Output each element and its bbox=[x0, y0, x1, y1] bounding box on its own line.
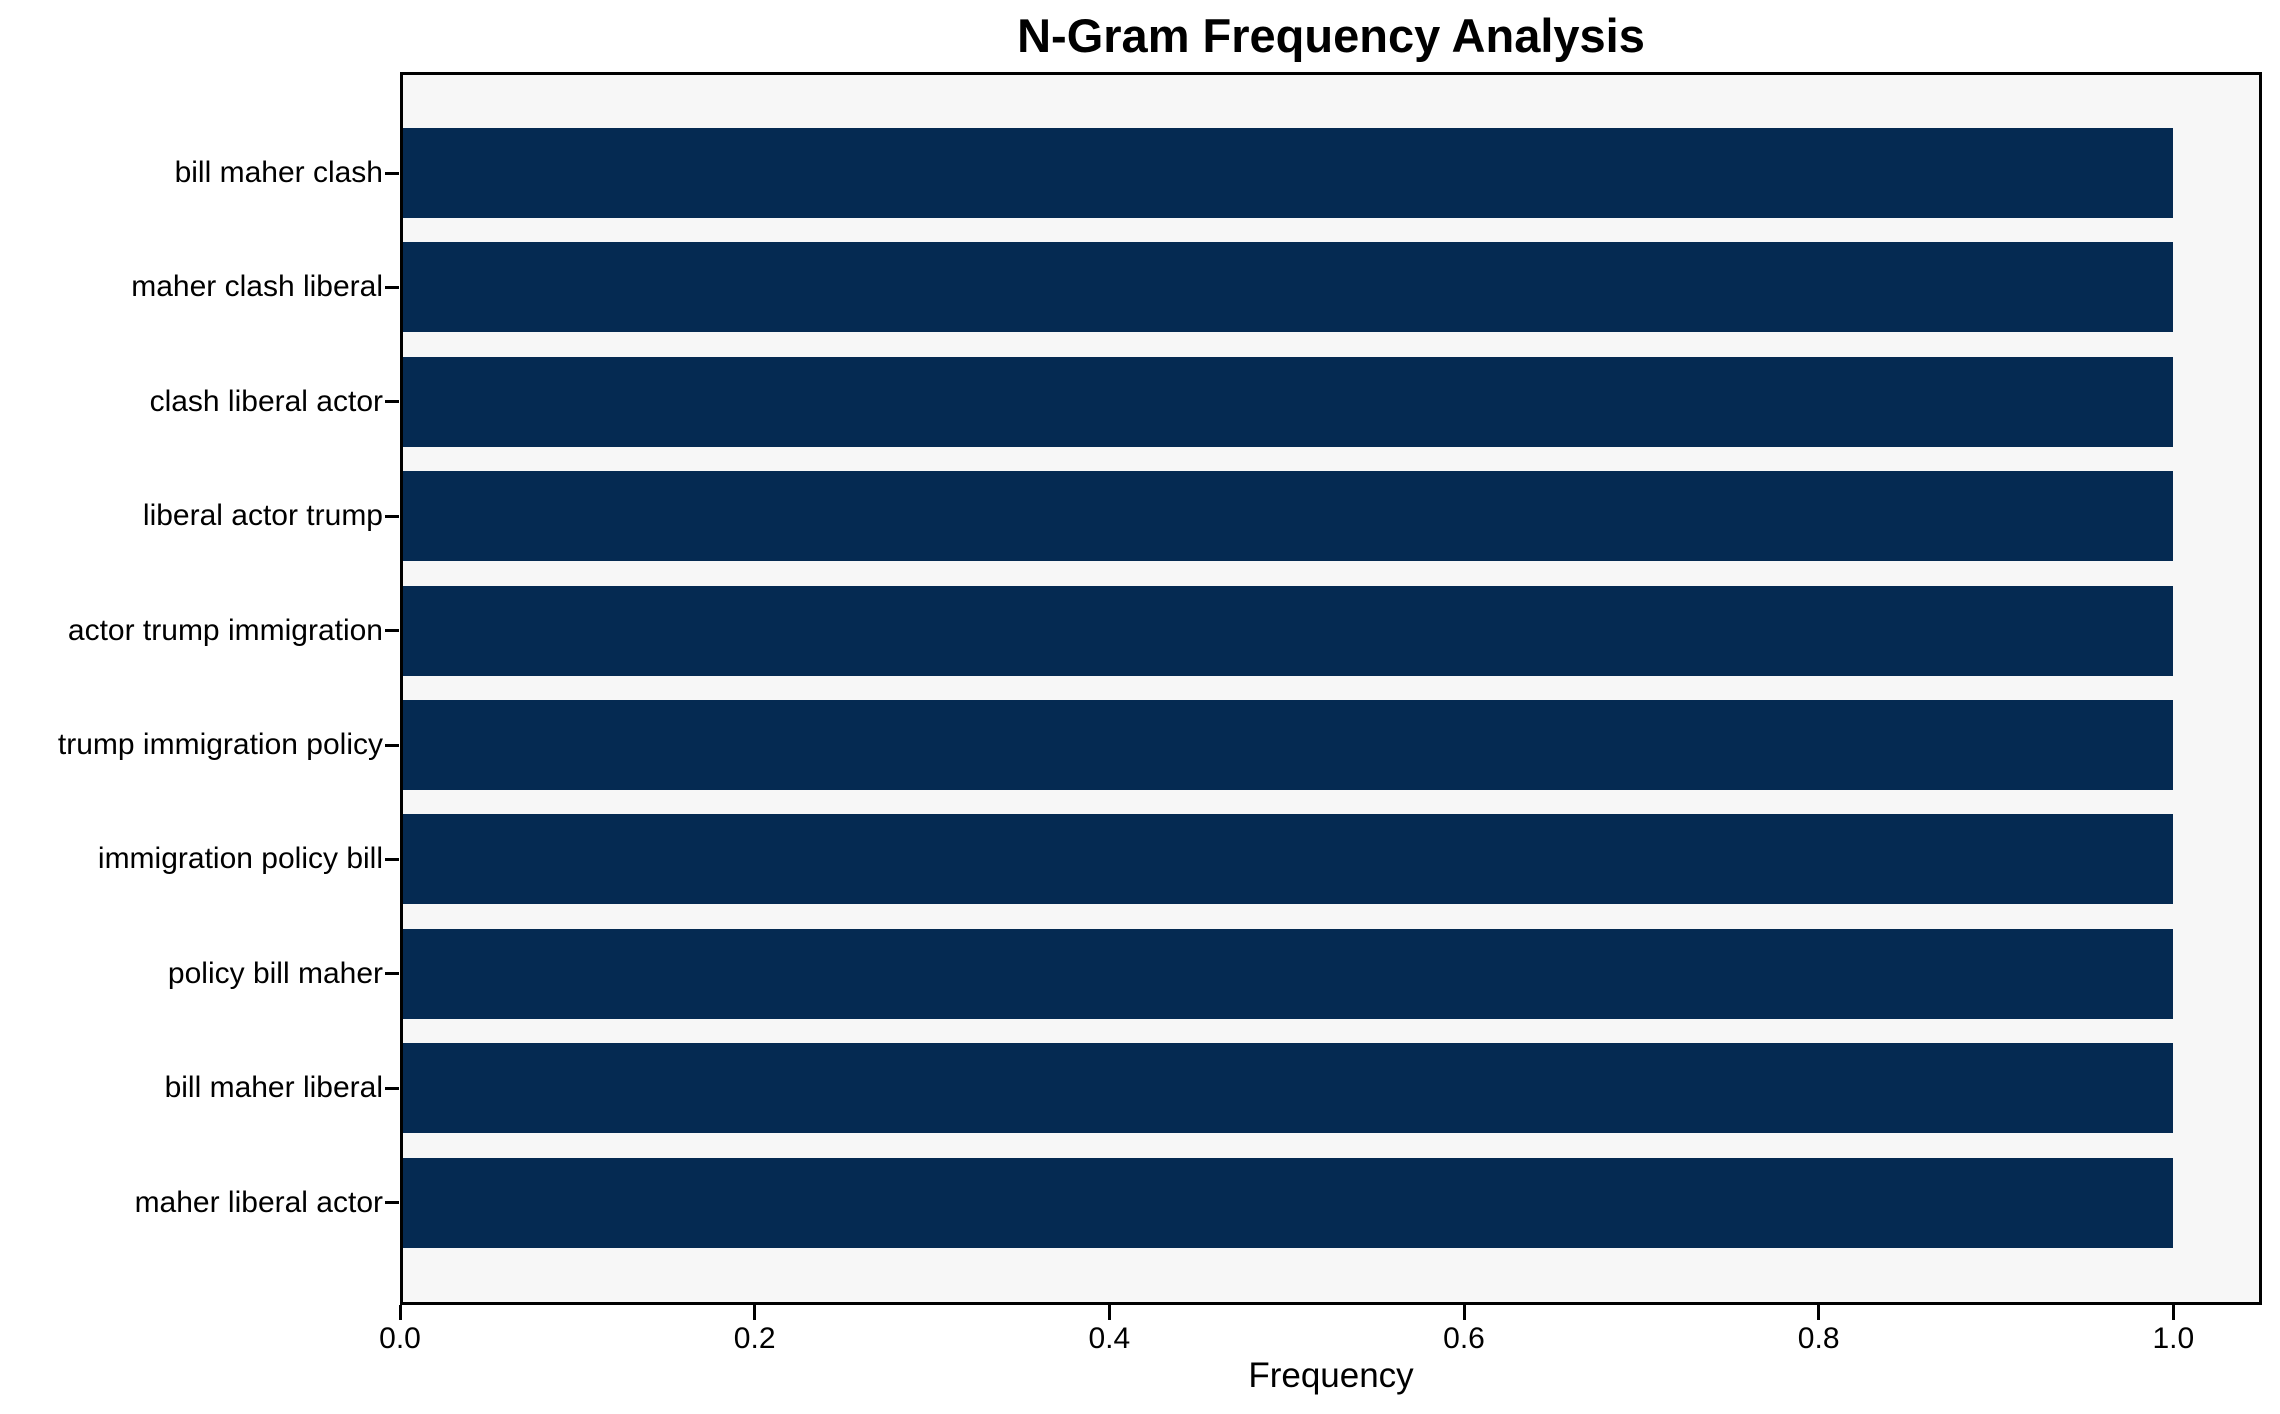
x-tick-label: 0.6 bbox=[1443, 1322, 1485, 1355]
bar bbox=[400, 356, 2173, 447]
x-tick-mark bbox=[1107, 1305, 1111, 1320]
y-tick-mark bbox=[385, 1201, 399, 1205]
bar bbox=[400, 1157, 2173, 1248]
y-axis-label: bill maher liberal bbox=[164, 1071, 383, 1105]
x-tick-label: 0.4 bbox=[1088, 1322, 1131, 1355]
x-tick-label: 0.8 bbox=[1797, 1322, 1840, 1355]
y-axis-label: maher clash liberal bbox=[131, 270, 383, 304]
y-tick-mark bbox=[385, 743, 399, 747]
y-axis-label: liberal actor trump bbox=[142, 499, 383, 533]
y-tick-mark bbox=[385, 514, 399, 518]
y-tick-mark bbox=[385, 629, 399, 633]
plot-area bbox=[400, 72, 2262, 1305]
y-axis-label: bill maher clash bbox=[174, 156, 383, 189]
x-tick-label: 1.0 bbox=[2152, 1322, 2195, 1355]
x-tick-mark bbox=[2171, 1305, 2175, 1320]
y-axis-label: maher liberal actor bbox=[134, 1185, 383, 1219]
x-tick-mark bbox=[398, 1305, 402, 1320]
bar bbox=[400, 242, 2173, 333]
x-tick-mark bbox=[753, 1305, 757, 1320]
y-tick-mark bbox=[385, 972, 399, 976]
chart-title: N-Gram Frequency Analysis bbox=[1017, 9, 1645, 62]
y-axis-label: immigration policy bill bbox=[97, 842, 383, 876]
y-tick-mark bbox=[385, 857, 399, 861]
y-axis-label: trump immigration policy bbox=[57, 728, 383, 761]
bar bbox=[400, 700, 2173, 790]
x-tick-label: 0.2 bbox=[733, 1322, 776, 1355]
x-tick-label: 0.0 bbox=[379, 1322, 421, 1355]
y-axis-label: actor trump immigration bbox=[67, 613, 383, 647]
bar bbox=[400, 928, 2173, 1019]
y-tick-mark bbox=[385, 171, 399, 175]
x-tick-mark bbox=[1462, 1305, 1466, 1320]
x-tick-mark bbox=[1817, 1305, 1821, 1320]
y-tick-mark bbox=[385, 1086, 399, 1090]
x-axis-label: Frequency bbox=[1248, 1356, 1414, 1395]
bar bbox=[400, 1043, 2173, 1134]
y-tick-mark bbox=[385, 400, 399, 404]
bar bbox=[400, 128, 2173, 218]
y-axis-label: policy bill maher bbox=[167, 956, 383, 990]
bar bbox=[400, 585, 2173, 676]
bar bbox=[400, 814, 2173, 905]
y-tick-mark bbox=[385, 285, 399, 289]
y-axis-label: clash liberal actor bbox=[149, 384, 383, 418]
bar bbox=[400, 471, 2173, 562]
